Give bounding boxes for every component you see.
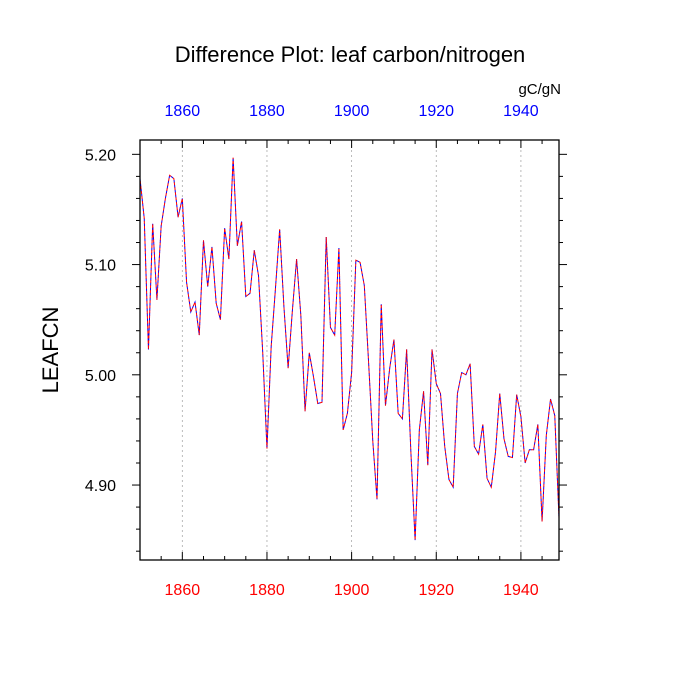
axis-ticks bbox=[132, 140, 567, 560]
chart-title: Difference Plot: leaf carbon/nitrogen bbox=[175, 42, 526, 67]
x-tick-label-top: 1940 bbox=[503, 103, 539, 120]
tick-labels: 1860 1860 1880 1880 1900 1900 1920 1920 1940 1940… bbox=[85, 103, 539, 599]
y-axis-label: LEAFCN bbox=[38, 307, 63, 394]
grid-lines bbox=[181, 140, 522, 560]
x-tick-label-top: 1920 bbox=[418, 103, 454, 120]
series-line-case bbox=[139, 157, 560, 541]
plot-frame bbox=[139, 139, 560, 561]
y-tick-label: 5.10 bbox=[85, 258, 116, 275]
y-tick-label: 5.20 bbox=[85, 147, 116, 164]
x-tick-label-bottom: 1900 bbox=[334, 582, 370, 599]
x-tick-label-bottom: 1920 bbox=[418, 582, 454, 599]
units-label: gC/gN bbox=[518, 81, 561, 98]
x-tick-label-bottom: 1940 bbox=[503, 582, 539, 599]
plot-series bbox=[139, 157, 560, 541]
x-tick-label-top: 1880 bbox=[249, 103, 285, 120]
series-line-control bbox=[139, 157, 560, 541]
x-tick-label-bottom: 1880 bbox=[249, 582, 285, 599]
x-tick-label-bottom: 1860 bbox=[165, 582, 201, 599]
x-tick-label-top: 1860 bbox=[165, 103, 201, 120]
y-tick-label: 5.00 bbox=[85, 368, 116, 385]
y-tick-label: 4.90 bbox=[85, 478, 116, 495]
x-tick-label-top: 1900 bbox=[334, 103, 370, 120]
